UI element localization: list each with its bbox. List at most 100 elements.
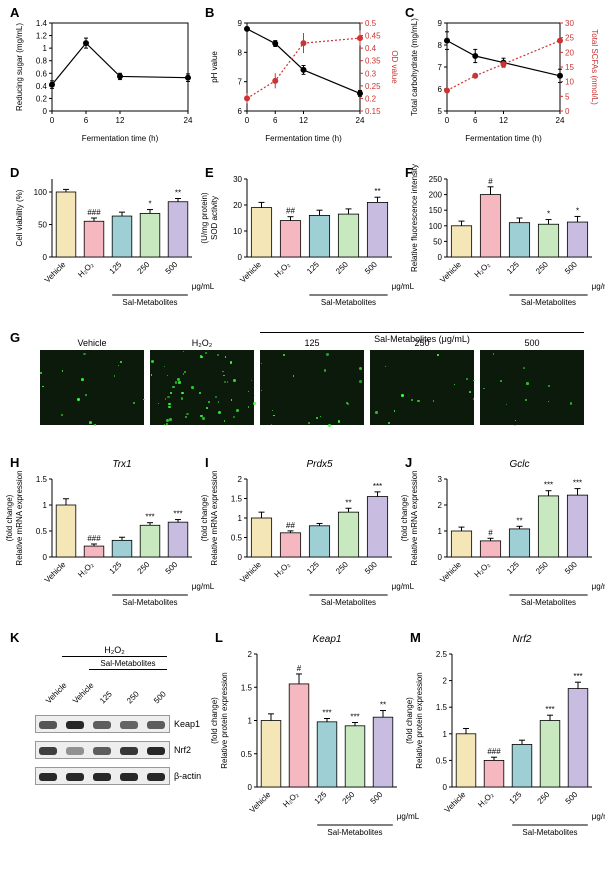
panel-label: D — [10, 165, 19, 180]
svg-text:1: 1 — [43, 501, 48, 510]
svg-text:500: 500 — [563, 560, 579, 576]
svg-text:(fold change): (fold change) — [5, 494, 14, 541]
svg-text:1.5: 1.5 — [231, 495, 243, 504]
svg-text:2: 2 — [238, 475, 243, 484]
svg-text:0.35: 0.35 — [365, 57, 381, 66]
svg-text:Sal-Metabolites: Sal-Metabolites — [521, 298, 576, 307]
svg-text:###: ### — [87, 534, 101, 543]
svg-text:250: 250 — [534, 560, 550, 576]
svg-text:##: ## — [286, 207, 295, 216]
svg-text:**: ** — [345, 498, 351, 507]
svg-text:***: *** — [322, 709, 331, 718]
fluorescence-images: Sal-Metabolites (μg/mL)VehicleH₂O₂125250… — [40, 330, 595, 440]
svg-text:500: 500 — [363, 560, 379, 576]
svg-text:Fermentation time (h): Fermentation time (h) — [465, 134, 542, 143]
svg-text:0.6: 0.6 — [36, 69, 48, 78]
svg-text:0.25: 0.25 — [365, 82, 381, 91]
svg-text:0: 0 — [43, 107, 48, 116]
panel-label: I — [205, 455, 209, 470]
svg-text:2: 2 — [443, 677, 448, 686]
svg-text:Gclc: Gclc — [510, 459, 530, 470]
panel-i: I 00.511.52Vehicle##H₂O₂125**250***500Sa… — [205, 455, 400, 615]
svg-text:H₂O₂: H₂O₂ — [476, 790, 495, 809]
chart-f: 050100150200250Vehicle#H₂O₂125*250*500Sa… — [405, 165, 600, 315]
svg-text:H₂O₂: H₂O₂ — [273, 260, 292, 279]
svg-text:6: 6 — [273, 116, 278, 125]
svg-text:H₂O₂: H₂O₂ — [76, 560, 95, 579]
svg-text:0.5: 0.5 — [231, 534, 243, 543]
svg-text:0: 0 — [445, 116, 450, 125]
svg-text:24: 24 — [184, 116, 193, 125]
svg-text:0.5: 0.5 — [436, 756, 448, 765]
svg-text:0: 0 — [50, 116, 55, 125]
svg-text:1.4: 1.4 — [36, 19, 48, 28]
svg-text:**: ** — [380, 701, 386, 710]
svg-text:0.2: 0.2 — [36, 94, 48, 103]
chart-c: 56789061224051015202530Total SCFAs (nmol… — [405, 5, 600, 145]
svg-text:0: 0 — [238, 553, 243, 562]
svg-text:(fold change): (fold change) — [405, 697, 414, 744]
svg-text:μg/mL: μg/mL — [592, 282, 605, 291]
svg-text:0: 0 — [248, 783, 253, 792]
svg-text:Total SCFAs (nmol/L): Total SCFAs (nmol/L) — [590, 29, 599, 105]
svg-text:250: 250 — [534, 260, 550, 276]
svg-text:***: *** — [373, 482, 382, 491]
svg-text:7: 7 — [438, 63, 443, 72]
svg-text:7: 7 — [238, 78, 243, 87]
svg-text:1.5: 1.5 — [36, 475, 48, 484]
svg-text:###: ### — [487, 747, 501, 756]
svg-text:**: ** — [516, 516, 522, 525]
svg-text:500: 500 — [564, 790, 580, 806]
svg-text:250: 250 — [136, 260, 152, 276]
svg-text:250: 250 — [334, 560, 350, 576]
svg-text:30: 30 — [233, 175, 242, 184]
svg-text:**: ** — [374, 187, 380, 196]
svg-text:250: 250 — [341, 790, 357, 806]
panel-label: M — [410, 630, 421, 645]
svg-text:**: ** — [175, 189, 181, 198]
svg-text:100: 100 — [34, 188, 48, 197]
svg-text:H₂O₂: H₂O₂ — [273, 560, 292, 579]
svg-text:125: 125 — [108, 260, 124, 276]
svg-text:Keap1: Keap1 — [313, 634, 342, 645]
svg-text:Sal-Metabolites: Sal-Metabolites — [321, 598, 376, 607]
svg-text:0: 0 — [238, 253, 243, 262]
svg-text:Sal-Metabolites: Sal-Metabolites — [122, 598, 177, 607]
svg-text:50: 50 — [433, 237, 442, 246]
panel-j: J 0123Vehicle#H₂O₂**125***250***500Sal-M… — [405, 455, 600, 615]
chart-d: 050100Vehicle###H₂O₂125*250**500Sal-Meta… — [10, 165, 200, 315]
svg-text:OD value: OD value — [390, 50, 399, 84]
svg-text:500: 500 — [164, 560, 180, 576]
svg-text:*: * — [576, 206, 579, 215]
svg-text:0.2: 0.2 — [365, 94, 377, 103]
svg-text:1: 1 — [443, 730, 448, 739]
svg-text:1: 1 — [43, 44, 48, 53]
chart-m: 00.511.522.5Vehicle###H₂O₂125***250***50… — [410, 630, 600, 845]
panel-b: B 67890612240.150.20.250.30.350.40.450.5… — [205, 5, 400, 145]
svg-text:0.15: 0.15 — [365, 107, 381, 116]
svg-text:0: 0 — [438, 553, 443, 562]
svg-text:250: 250 — [429, 175, 443, 184]
panel-label: G — [10, 330, 20, 345]
svg-text:###: ### — [87, 208, 101, 217]
svg-text:SOD activity: SOD activity — [210, 196, 219, 240]
svg-text:Vehicle: Vehicle — [238, 260, 263, 285]
panel-k: K H₂O₂Sal-MetabolitesVehicleVehicle12525… — [10, 630, 210, 860]
panel-f: F 050100150200250Vehicle#H₂O₂125*250*500… — [405, 165, 600, 315]
svg-text:***: *** — [573, 672, 582, 681]
svg-text:500: 500 — [363, 260, 379, 276]
panel-label: B — [205, 5, 214, 20]
svg-text:pH value: pH value — [210, 51, 219, 83]
svg-text:50: 50 — [38, 221, 47, 230]
svg-text:125: 125 — [305, 560, 321, 576]
svg-text:5: 5 — [565, 92, 570, 101]
svg-text:Relative mRNA expression: Relative mRNA expression — [15, 470, 24, 565]
svg-text:12: 12 — [499, 116, 508, 125]
svg-text:1.2: 1.2 — [36, 32, 48, 41]
svg-text:Cell viability (%): Cell viability (%) — [15, 189, 24, 246]
chart-i: 00.511.52Vehicle##H₂O₂125**250***500Sal-… — [205, 455, 400, 615]
svg-text:125: 125 — [505, 260, 521, 276]
svg-text:10: 10 — [565, 78, 574, 87]
panel-label: C — [405, 5, 414, 20]
svg-text:125: 125 — [508, 790, 524, 806]
